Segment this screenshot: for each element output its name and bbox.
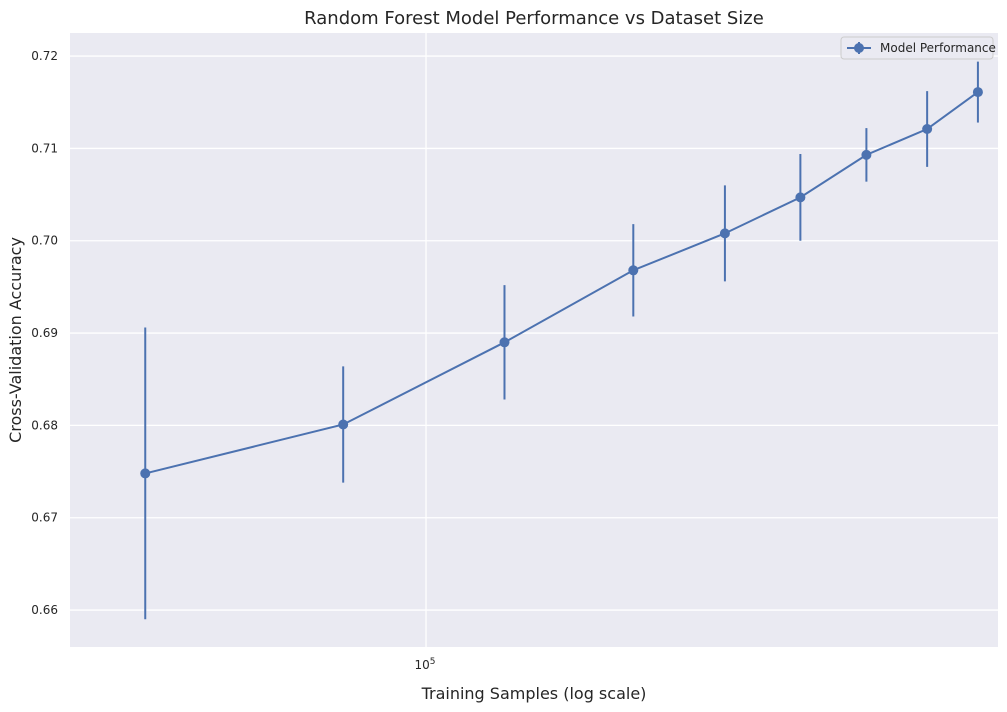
data-point <box>628 265 639 276</box>
legend-box <box>840 36 994 60</box>
series-layer <box>140 61 983 620</box>
legend: Model Performance <box>840 36 996 60</box>
x-axis-label: Training Samples (log scale) <box>421 684 647 703</box>
x-tick-label: 105 <box>415 657 436 672</box>
data-point <box>922 124 933 135</box>
data-point <box>719 228 730 239</box>
data-point <box>972 87 983 98</box>
chart-title: Random Forest Model Performance vs Datas… <box>304 8 764 29</box>
y-tick-label: 0.72 <box>31 49 58 63</box>
y-tick-label: 0.68 <box>31 418 58 432</box>
series-model-performance <box>140 61 983 620</box>
data-point <box>499 337 510 348</box>
legend-marker-swatch <box>854 43 864 53</box>
data-point <box>338 419 349 430</box>
data-point <box>795 192 806 203</box>
data-point <box>140 468 151 479</box>
legend-entry-model-performance: Model Performance <box>880 41 996 55</box>
y-axis-ticks: 0.66 0.67 0.68 0.69 0.70 0.71 0.72 <box>31 49 58 617</box>
y-tick-label: 0.66 <box>31 603 58 617</box>
plot-area <box>70 33 998 647</box>
y-tick-label: 0.70 <box>31 234 58 248</box>
y-tick-label: 0.69 <box>31 326 58 340</box>
x-axis-ticks: 105 <box>415 657 436 672</box>
data-point <box>861 149 872 160</box>
y-tick-label: 0.71 <box>31 141 58 155</box>
y-axis-label: Cross-Validation Accuracy <box>6 237 25 443</box>
y-tick-label: 0.67 <box>31 511 58 525</box>
